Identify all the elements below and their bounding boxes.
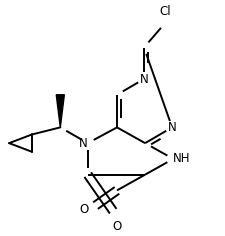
- Text: Cl: Cl: [160, 5, 171, 18]
- Text: O: O: [80, 203, 89, 216]
- Text: N: N: [79, 137, 88, 150]
- Text: N: N: [168, 121, 176, 134]
- Polygon shape: [56, 95, 64, 127]
- Text: O: O: [112, 220, 122, 233]
- Text: N: N: [140, 72, 148, 85]
- Text: NH: NH: [173, 152, 191, 165]
